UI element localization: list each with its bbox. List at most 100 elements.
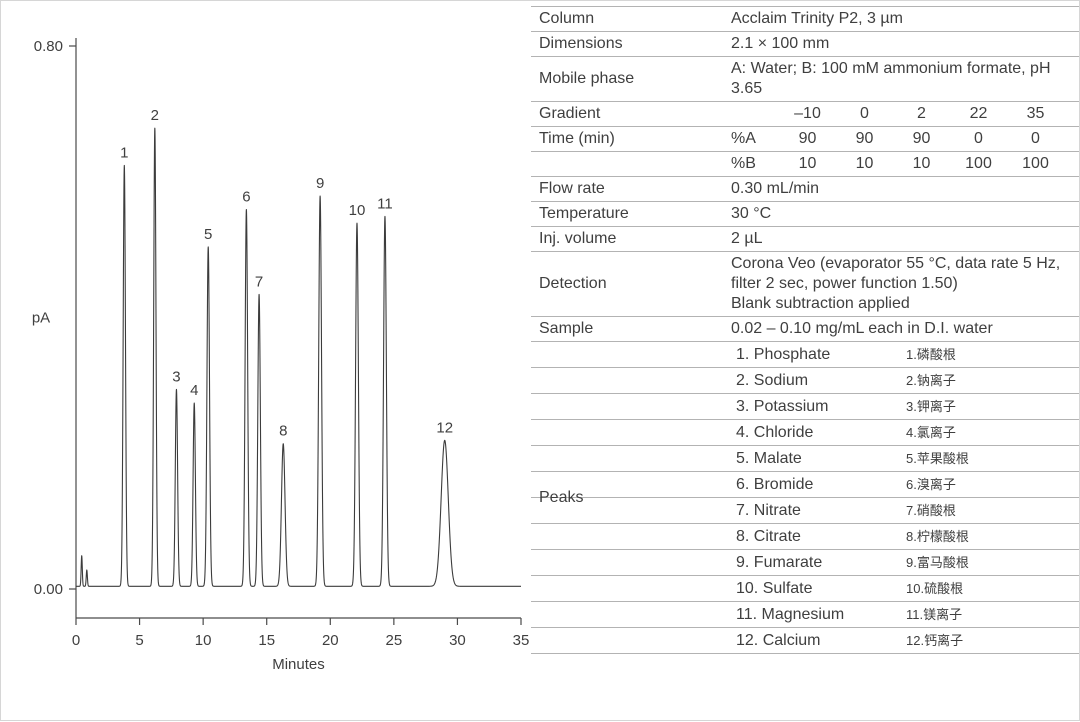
method-row: Column Acclaim Trinity P2, 3 µm <box>531 7 1079 32</box>
gradient-cell <box>731 104 779 124</box>
peak-name-en: 3. Potassium <box>736 398 829 415</box>
gradient-cell: 90 <box>912 130 931 147</box>
row-label: Detection <box>539 275 607 292</box>
gradient-cell: 0 <box>974 130 983 147</box>
peak-name-en: 12. Calcium <box>736 632 821 649</box>
peak-name-zh: 5.苹果酸根 <box>906 451 969 466</box>
row-label: Flow rate <box>539 180 605 197</box>
row-value: 0.30 mL/min <box>731 180 820 197</box>
gradient-cells: –10 0 2 22 35 <box>731 102 1079 126</box>
peak-number-label: 1 <box>120 144 128 161</box>
peak-name-zh: 3.钾离子 <box>906 399 956 414</box>
peak-list-item: 11. Magnesium 11.镁离子 <box>531 602 1079 628</box>
peak-name-zh: 4.氯离子 <box>906 425 956 440</box>
row-value: 30 °C <box>731 205 772 222</box>
peak-number-label: 9 <box>316 175 324 192</box>
peak-number-label: 2 <box>151 107 159 124</box>
x-tick-label: 5 <box>135 632 143 649</box>
y-axis-title: pA <box>32 310 50 327</box>
peak-number-label: 6 <box>242 189 250 206</box>
gradient-cells: %A 90 90 90 0 0 <box>731 127 1079 151</box>
gradient-cell: 100 <box>965 155 992 172</box>
peak-list-item: 10. Sulfate 10.硫酸根 <box>531 576 1079 602</box>
method-row: Temperature 30 °C <box>531 202 1079 227</box>
peak-list-item: 9. Fumarate 9.富马酸根 <box>531 550 1079 576</box>
peak-number-label: 3 <box>172 368 180 385</box>
row-label: Mobile phase <box>539 70 635 87</box>
peak-list-item: 2. Sodium 2.钠离子 <box>531 368 1079 394</box>
chromatogram-trace <box>75 127 522 587</box>
gradient-cell: 100 <box>1022 155 1049 172</box>
chromatogram-svg: 0.000.800 5 10 15 20 25 30 35pAMinutes123456789… <box>32 38 530 673</box>
peak-name-zh: 9.富马酸根 <box>906 555 969 570</box>
gradient-cell: –10 <box>794 105 821 122</box>
gradient-row: Time (min) %A 90 90 90 0 0 <box>531 127 1079 152</box>
method-row: Dimensions 2.1 × 100 mm <box>531 32 1079 57</box>
method-conditions-panel: Column Acclaim Trinity P2, 3 µm Dimensions… <box>531 1 1079 720</box>
gradient-cell: 10 <box>798 155 817 172</box>
peak-name-zh: 10.硫酸根 <box>906 581 964 596</box>
row-value: Acclaim Trinity P2, 3 µm <box>731 10 903 27</box>
row-value: Corona Veo (evaporator 55 °C, data rate … <box>731 255 1061 312</box>
gradient-cell: 10 <box>855 155 874 172</box>
row-label: Gradient <box>539 105 601 122</box>
gradient-cell: 90 <box>798 130 817 147</box>
peaks-row-label: Peaks <box>539 489 584 506</box>
gradient-cells: %B 10 10 10 100 100 <box>731 152 1079 176</box>
peak-name-en: 8. Citrate <box>736 528 801 545</box>
peak-name-zh: 11.镁离子 <box>906 607 963 622</box>
peak-name-en: 5. Malate <box>736 450 802 467</box>
peak-name-en: 2. Sodium <box>736 372 809 389</box>
x-tick-label: 0 <box>72 632 80 649</box>
peak-list-item: 4. Chloride 4.氯离子 <box>531 420 1079 446</box>
method-row: Detection Corona Veo (evaporator 55 °C, d… <box>531 252 1079 317</box>
peak-list-item: 6. Bromide 6.溴离子 <box>531 472 1079 498</box>
method-row: Mobile phase A: Water; B: 100 mM ammonium… <box>531 57 1079 102</box>
x-tick-label: 10 <box>195 632 212 649</box>
x-tick-label: 25 <box>386 632 403 649</box>
peak-number-label: 4 <box>190 382 198 399</box>
gradient-cell: 35 <box>1026 105 1045 122</box>
peak-list-item: 12. Calcium 12.钙离子 <box>531 628 1079 654</box>
peak-number-label: 10 <box>349 202 366 219</box>
peak-name-en: 4. Chloride <box>736 424 814 441</box>
peak-name-zh: 6.溴离子 <box>906 477 956 492</box>
row-value: 2 µL <box>731 230 763 247</box>
x-tick-label: 30 <box>449 632 466 649</box>
method-row: Flow rate 0.30 mL/min <box>531 177 1079 202</box>
peak-name-zh: 2.钠离子 <box>906 373 956 388</box>
gradient-cell: 0 <box>1031 130 1040 147</box>
y-tick-label: 0.00 <box>34 581 63 598</box>
peak-number-label: 8 <box>279 423 287 440</box>
row-label <box>531 162 731 166</box>
peak-list-item: 3. Potassium 3.钾离子 <box>531 394 1079 420</box>
peak-number-label: 7 <box>255 273 263 290</box>
gradient-cell: 90 <box>855 130 874 147</box>
x-axis-title: Minutes <box>272 656 325 673</box>
row-value: A: Water; B: 100 mM ammonium formate, pH… <box>731 60 1051 97</box>
gradient-cell: 0 <box>860 105 869 122</box>
gradient-cell: 2 <box>917 105 926 122</box>
peak-name-en: 9. Fumarate <box>736 554 823 571</box>
peak-number-label: 11 <box>377 195 393 212</box>
gradient-cell: %B <box>731 155 756 172</box>
peak-list-item: 7. Nitrate 7.硝酸根 <box>531 498 1079 524</box>
peak-name-zh: 12.钙离子 <box>906 633 964 648</box>
method-row: Sample 0.02 – 0.10 mg/mL each in D.I. wat… <box>531 317 1079 342</box>
peak-name-zh: 1.磷酸根 <box>906 347 956 362</box>
row-value: 0.02 – 0.10 mg/mL each in D.I. water <box>731 320 993 337</box>
row-label: Dimensions <box>539 35 623 52</box>
peak-name-en: 7. Nitrate <box>736 502 801 519</box>
row-label: Column <box>539 10 595 27</box>
gradient-row: Gradient –10 0 2 22 35 <box>531 102 1079 127</box>
row-value: 2.1 × 100 mm <box>731 35 830 52</box>
row-label: Inj. volume <box>539 230 617 247</box>
peak-name-en: 1. Phosphate <box>736 346 831 363</box>
peak-number-label: 12 <box>436 419 453 436</box>
x-tick-label: 35 <box>513 632 530 649</box>
row-label: Temperature <box>539 205 629 222</box>
peaks-block: Peaks 1. Phosphate 1.磷酸根 2. Sodium 2.钠离子 3. P… <box>531 342 1079 654</box>
row-label: Time (min) <box>539 130 615 147</box>
peak-number-label: 5 <box>204 226 212 243</box>
